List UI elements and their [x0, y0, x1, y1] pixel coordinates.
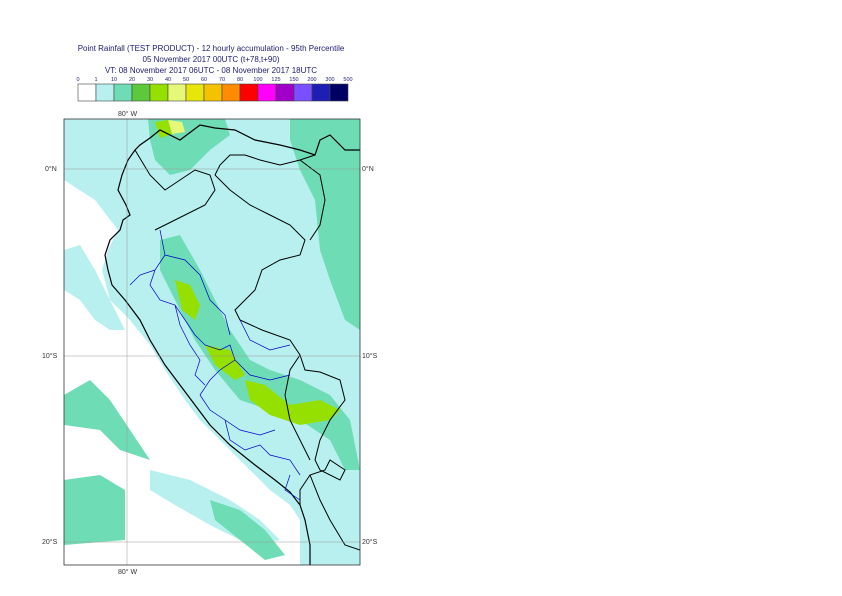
legend-threshold-label: 200: [307, 77, 316, 83]
lon-label-bottom: 80° W: [118, 568, 138, 576]
border-ecuador-colombia: [214, 154, 326, 241]
base-time: 05 November 2017 00UTC (t+78,t+90): [142, 55, 280, 64]
legend-threshold-label: 70: [219, 77, 225, 83]
coastline: [104, 124, 360, 565]
legend-threshold-label: 500: [343, 77, 352, 83]
lat-label-0-right: 0°N: [362, 165, 374, 173]
ocean-rain-band: [64, 245, 125, 330]
rain-green-2: [205, 345, 245, 380]
legend-threshold-label: 20: [129, 77, 135, 83]
lat-label-20-left: 20°S: [42, 538, 58, 546]
rain-green-3: [245, 380, 340, 425]
map-frame: [63, 118, 361, 566]
legend-threshold-label: 0: [76, 77, 79, 83]
lat-label-0-left: 0°N: [45, 165, 57, 173]
legend-threshold-label: 300: [325, 77, 334, 83]
rain-northeast: [290, 119, 360, 330]
legend-threshold-label: 40: [165, 77, 171, 83]
legend-threshold-label: 80: [237, 77, 243, 83]
color-legend: 0 1 10 20 30 40 50 60 70 80 100 125 150 200 300 500: [76, 77, 353, 102]
legend-threshold-label: 100: [253, 77, 262, 83]
lat-label-10-right: 10°S: [362, 352, 378, 360]
valid-time: VT: 08 November 2017 06UTC - 08 November…: [104, 66, 318, 75]
ocean-rain-band-3: [64, 475, 125, 545]
legend-threshold-label: 125: [271, 77, 280, 83]
rain-yellow-1: [168, 120, 185, 134]
open-ocean-dry: [64, 180, 300, 565]
legend-threshold-label: 30: [147, 77, 153, 83]
ocean-rain-band-5: [210, 500, 285, 560]
rain-green-1: [175, 280, 200, 320]
map-title: Point Rainfall (TEST PRODUCT) - 12 hourl…: [77, 44, 345, 53]
lat-label-20-right: 20°S: [362, 538, 378, 546]
lon-label-top: 80° W: [118, 110, 138, 118]
legend-threshold-label: 1: [94, 77, 97, 83]
legend-swatch: [329, 83, 349, 102]
internal-borders: [129, 229, 301, 501]
legend-threshold-label: 50: [183, 77, 189, 83]
legend-threshold-label: 60: [201, 77, 207, 83]
ocean-rain-band-2: [64, 380, 150, 460]
border-bolivia: [284, 354, 360, 551]
lat-label-10-left: 10°S: [42, 352, 58, 360]
legend-threshold-label: 10: [111, 77, 117, 83]
legend-threshold-label: 150: [289, 77, 298, 83]
